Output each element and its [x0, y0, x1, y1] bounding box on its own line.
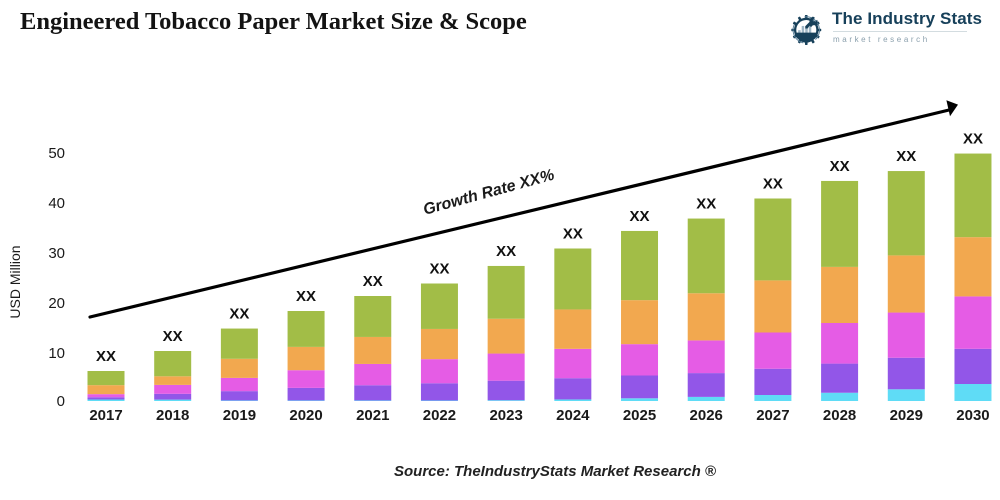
svg-text:2026: 2026	[690, 407, 723, 424]
svg-text:2022: 2022	[423, 407, 456, 424]
svg-text:2021: 2021	[356, 407, 389, 424]
svg-text:2017: 2017	[89, 407, 122, 424]
svg-text:2030: 2030	[956, 407, 989, 424]
svg-text:2028: 2028	[823, 407, 856, 424]
svg-text:2019: 2019	[223, 407, 256, 424]
svg-text:2027: 2027	[756, 407, 789, 424]
svg-text:2018: 2018	[156, 407, 189, 424]
svg-text:XX: XX	[563, 226, 583, 243]
svg-text:2023: 2023	[489, 407, 522, 424]
svg-text:XX: XX	[963, 131, 983, 148]
svg-text:10: 10	[48, 345, 65, 362]
svg-text:XX: XX	[163, 328, 183, 345]
svg-text:30: 30	[48, 245, 65, 262]
svg-text:USD Million: USD Million	[7, 245, 23, 318]
svg-text:XX: XX	[763, 176, 783, 193]
svg-text:2025: 2025	[623, 407, 656, 424]
svg-text:XX: XX	[363, 273, 383, 290]
svg-text:XX: XX	[896, 148, 916, 165]
svg-text:20: 20	[48, 295, 65, 312]
svg-text:XX: XX	[696, 196, 716, 213]
svg-text:XX: XX	[830, 158, 850, 175]
svg-text:XX: XX	[96, 348, 116, 365]
svg-text:0: 0	[57, 393, 65, 410]
svg-text:40: 40	[48, 195, 65, 212]
svg-text:XX: XX	[429, 261, 449, 278]
svg-text:XX: XX	[496, 243, 516, 260]
svg-text:2029: 2029	[890, 407, 923, 424]
svg-text:2020: 2020	[289, 407, 322, 424]
svg-text:XX: XX	[229, 306, 249, 323]
svg-text:XX: XX	[630, 208, 650, 225]
svg-text:50: 50	[48, 145, 65, 162]
svg-text:2024: 2024	[556, 407, 590, 424]
svg-text:XX: XX	[296, 288, 316, 305]
